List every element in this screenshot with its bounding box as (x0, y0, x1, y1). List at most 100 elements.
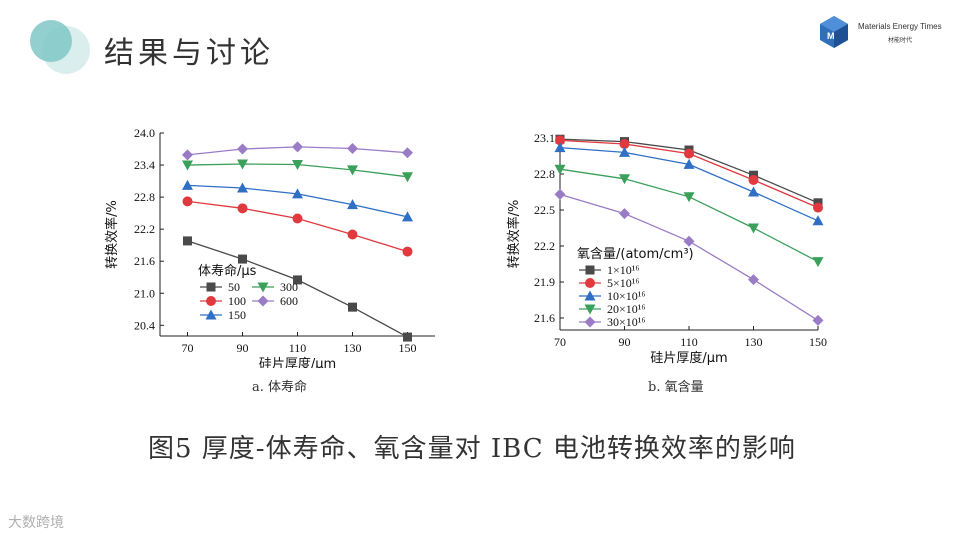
series-4 (182, 141, 413, 161)
legend-marker (257, 295, 269, 307)
data-point (683, 192, 695, 203)
slide-title: 结果与讨论 (104, 36, 274, 71)
data-point (182, 149, 193, 161)
data-point (292, 160, 303, 171)
x-tick-label: 130 (745, 335, 763, 349)
data-point (292, 213, 303, 224)
data-point (347, 142, 358, 154)
data-point (683, 158, 695, 169)
caption-oxygen: b. 氧含量 (648, 380, 704, 395)
y-tick-label: 22.8 (134, 190, 155, 204)
y-tick-label: 24.0 (134, 126, 155, 140)
y-axis-label: 转换效率/% (104, 200, 120, 269)
data-point (619, 139, 630, 149)
data-point (403, 332, 412, 342)
data-point (813, 202, 823, 213)
brand-logo: M (820, 16, 848, 48)
y-tick-label: 21.0 (134, 286, 155, 300)
decor-circle-teal (30, 20, 72, 62)
data-point (402, 147, 413, 159)
data-point (402, 211, 413, 222)
logo-text: Materials Energy Times (858, 22, 942, 31)
data-point (812, 215, 824, 226)
y-axis-label: 转换效率/% (506, 200, 522, 269)
x-tick-label: 70 (554, 335, 566, 349)
x-tick-label: 70 (182, 341, 194, 355)
y-tick-label: 21.6 (134, 254, 155, 268)
series-3 (554, 164, 824, 268)
x-axis-label: 硅片厚度/μm (650, 350, 727, 366)
legend-marker (584, 316, 596, 328)
series-1 (182, 196, 413, 257)
legend-label: 50 (228, 280, 240, 294)
data-point (619, 174, 630, 185)
logo-cube-icon: M (820, 16, 848, 48)
series-4 (554, 188, 824, 326)
x-tick-label: 110 (680, 335, 698, 349)
legend-marker (585, 278, 595, 288)
legend-label: 150 (228, 308, 246, 322)
legend-marker (585, 265, 595, 275)
x-tick-label: 90 (237, 341, 249, 355)
data-point (182, 160, 193, 171)
logo-subtext: 材能时代 (888, 37, 913, 44)
legend-label: 300 (280, 280, 298, 294)
data-point (237, 182, 248, 193)
data-point (347, 229, 358, 240)
y-tick-label: 22.5 (534, 203, 555, 217)
data-point (402, 246, 413, 257)
data-point (402, 172, 413, 183)
legend-marker (205, 309, 217, 320)
data-point (348, 302, 357, 312)
y-tick-label: 21.9 (534, 275, 555, 289)
x-tick-label: 90 (619, 335, 631, 349)
x-axis-label: 硅片厚度/μm (259, 356, 336, 368)
y-tick-label: 21.6 (534, 311, 555, 325)
data-point (684, 148, 694, 159)
data-point (292, 141, 303, 153)
data-point (237, 143, 248, 155)
y-tick-label: 22.2 (134, 222, 155, 236)
x-tick-label: 150 (809, 335, 827, 349)
legend-marker (206, 282, 216, 292)
data-point (554, 142, 566, 153)
legend-title: 氧含量/(atom/cm³) (577, 246, 694, 262)
legend-label: 600 (280, 294, 298, 308)
data-point (554, 188, 566, 200)
x-tick-label: 130 (344, 341, 362, 355)
data-point (293, 275, 302, 285)
legend-marker (206, 296, 216, 306)
data-point (812, 257, 824, 268)
x-tick-label: 110 (289, 341, 307, 355)
series-0 (183, 236, 412, 342)
legend-label: 10×10¹⁶ (607, 289, 646, 303)
chart-lifetime: 20.4 21.0 21.6 22.2 22.8 23.4 24.0 70 90 110 130 15… (104, 126, 435, 368)
legend-marker (257, 282, 269, 293)
x-tick-label: 150 (399, 341, 417, 355)
figure-title: 图5 厚度-体寿命、氧含量对 IBC 电池转换效率的影响 (148, 434, 796, 464)
legend-title: 体寿命/μs (198, 263, 257, 279)
caption-lifetime: a. 体寿命 (252, 380, 308, 395)
data-point (183, 236, 192, 246)
series-2 (182, 179, 413, 222)
data-point (182, 179, 193, 190)
y-tick-label: 23.4 (134, 158, 155, 172)
y-tick-label: 20.4 (134, 318, 155, 332)
y-tick-label: 22.8 (534, 167, 555, 181)
data-point (292, 188, 303, 199)
data-point (748, 175, 759, 185)
legend-label: 100 (228, 294, 246, 308)
data-point (619, 146, 630, 157)
data-point (347, 165, 358, 176)
chart-oxygen: 21.6 21.9 22.2 22.5 22.8 23.1 70 90 110 130 150 硅片厚… (506, 131, 827, 366)
data-point (347, 199, 358, 210)
y-tick-label: 23.1 (534, 131, 555, 145)
legend: 氧含量/(atom/cm³)1×10¹⁶5×10¹⁶10×10¹⁶20×10¹⁶… (577, 246, 694, 329)
series-2 (554, 142, 824, 226)
series-3 (182, 159, 413, 183)
data-point (812, 314, 824, 326)
watermark: 大数跨境 (8, 515, 64, 531)
data-point (748, 223, 759, 234)
legend-label: 30×10¹⁶ (607, 315, 646, 329)
